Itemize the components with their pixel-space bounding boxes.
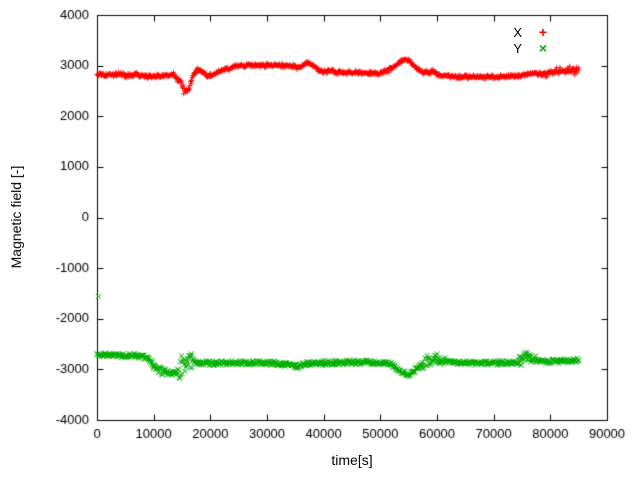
legend-marker-times-icon: × (538, 40, 548, 56)
legend-entry-x: X + (506, 24, 564, 40)
legend-label: Y (513, 40, 522, 56)
x-axis-label: time[s] (331, 452, 373, 468)
legend-marker-plus-icon: + (538, 24, 548, 40)
y-axis-label: Magnetic field [-] (8, 165, 24, 269)
legend-entry-y: Y × (506, 40, 564, 56)
legend-label: X (513, 24, 522, 40)
chart-legend: X + Y × (506, 24, 564, 56)
